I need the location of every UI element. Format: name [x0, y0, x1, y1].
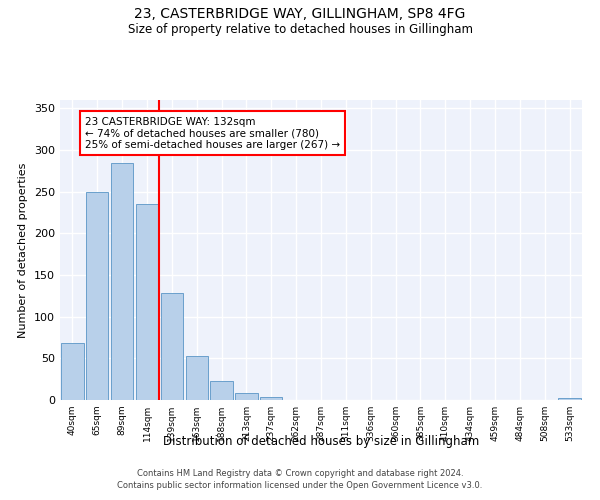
Bar	[111, 162, 133, 400]
Bar	[136, 204, 158, 400]
Bar	[211, 381, 233, 400]
Text: 23 CASTERBRIDGE WAY: 132sqm
← 74% of detached houses are smaller (780)
25% of se: 23 CASTERBRIDGE WAY: 132sqm ← 74% of det…	[85, 116, 340, 150]
Text: Contains HM Land Registry data © Crown copyright and database right 2024.
Contai: Contains HM Land Registry data © Crown c…	[118, 468, 482, 490]
Bar	[61, 344, 83, 400]
Text: Size of property relative to detached houses in Gillingham: Size of property relative to detached ho…	[128, 22, 473, 36]
Bar	[235, 392, 257, 400]
Bar	[260, 396, 283, 400]
Bar	[161, 294, 183, 400]
Bar	[185, 356, 208, 400]
Bar	[86, 192, 109, 400]
Bar	[559, 398, 581, 400]
Text: Distribution of detached houses by size in Gillingham: Distribution of detached houses by size …	[163, 435, 479, 448]
Text: 23, CASTERBRIDGE WAY, GILLINGHAM, SP8 4FG: 23, CASTERBRIDGE WAY, GILLINGHAM, SP8 4F…	[134, 8, 466, 22]
Y-axis label: Number of detached properties: Number of detached properties	[19, 162, 28, 338]
